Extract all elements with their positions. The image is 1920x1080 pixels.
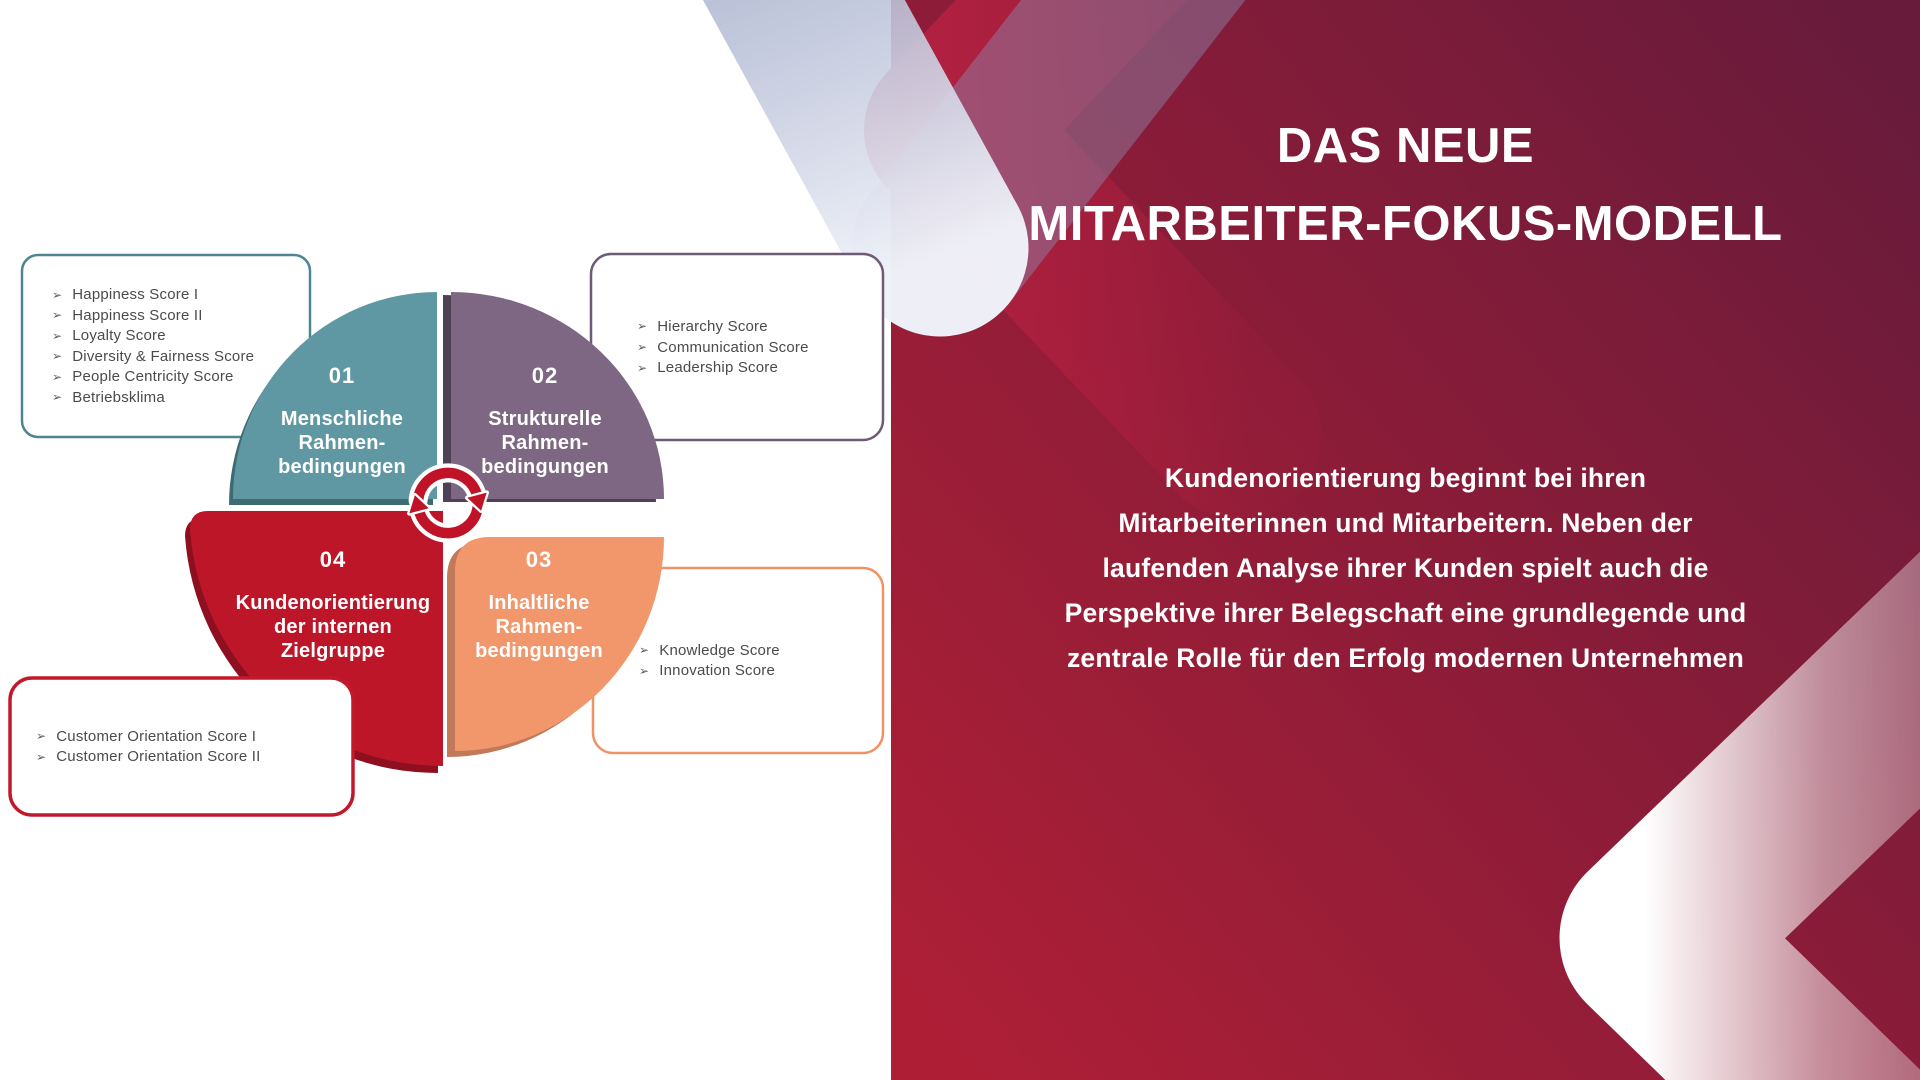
quadrant-number: 01 <box>328 363 356 388</box>
body-text-line: Kundenorientierung beginnt bei ihren <box>1164 463 1647 493</box>
quadrant-label-line: Strukturelle <box>488 408 602 430</box>
arrow-bullet-icon: ➢ <box>52 287 63 302</box>
list-item-label: Communication Score <box>657 338 809 356</box>
quadrant-number: 04 <box>319 547 347 572</box>
list-item-label: People Centricity Score <box>72 368 234 386</box>
arrow-bullet-icon: ➢ <box>52 349 63 364</box>
quadrant-02-label: 02 Strukturelle Rahmen- bedingungen <box>425 361 665 479</box>
quadrant-label-line: bedingungen <box>278 456 406 478</box>
quadrant-label-line: bedingungen <box>481 456 609 478</box>
quadrant-01-label: 01 Menschliche Rahmen- bedingungen <box>222 361 462 479</box>
slide-title: DAS NEUE MITARBEITER-FOKUS-MODELL <box>891 107 1920 263</box>
list-item: ➢ Knowledge Score <box>639 640 883 661</box>
white-chevron-decoration <box>1559 551 1920 1080</box>
list-item: ➢ Hierarchy Score <box>637 316 883 337</box>
quadrant-label-line: Menschliche <box>280 408 404 430</box>
body-text-line: laufenden Analyse ihrer Kunden spielt au… <box>1102 553 1709 583</box>
list-item: ➢ Communication Score <box>637 337 883 358</box>
quadrant-label-line: Kundenorientierung <box>235 592 431 614</box>
list-item-label: Loyalty Score <box>72 327 166 345</box>
body-text-line: Mitarbeiterinnen und Mitarbeitern. Neben… <box>1118 508 1693 538</box>
list-item-label: Betriebsklima <box>72 388 165 406</box>
list-item-label: Diversity & Fairness Score <box>72 347 255 365</box>
quadrant-label-line: der internen <box>274 616 392 638</box>
arrow-bullet-icon: ➢ <box>52 328 63 343</box>
quadrant-label-line: Inhaltliche <box>488 592 590 614</box>
arrow-bullet-icon: ➢ <box>639 643 650 658</box>
list-item: ➢ Leadership Score <box>637 357 883 378</box>
quadrant-label-line: Rahmen- <box>495 616 583 638</box>
quadrant-03-shape <box>455 537 664 751</box>
list-item: ➢ Customer Orientation Score II <box>36 747 353 768</box>
quadrant-03-label: 03 Inhaltliche Rahmen- bedingungen <box>419 545 659 663</box>
quadrant-04-label: 04 Kundenorientierung der internen Zielg… <box>203 545 463 663</box>
list-item-label: Customer Orientation Score II <box>56 748 261 766</box>
list-item: ➢ Diversity & Fairness Score <box>52 346 310 367</box>
arrow-bullet-icon: ➢ <box>637 360 648 375</box>
quadrant-04-shape <box>190 511 443 767</box>
list-item-label: Knowledge Score <box>659 641 780 659</box>
quadrant-label-line: Rahmen- <box>501 432 589 454</box>
list-item: ➢ Happiness Score II <box>52 305 310 326</box>
list-item-label: Customer Orientation Score I <box>56 727 257 745</box>
arrow-bullet-icon: ➢ <box>639 663 650 678</box>
quadrant-01-shape <box>233 292 437 499</box>
slide-body-text: Kundenorientierung beginnt bei ihren Mit… <box>916 456 1895 681</box>
body-text-line: Perspektive ihrer Belegschaft eine grund… <box>1064 598 1747 628</box>
list-item-label: Leadership Score <box>657 359 779 377</box>
list-item-label: Happiness Score I <box>72 286 199 304</box>
arrow-bullet-icon: ➢ <box>36 729 47 744</box>
quadrant-number: 02 <box>531 363 559 388</box>
arrow-bullet-icon: ➢ <box>637 340 648 354</box>
arrow-bullet-icon: ➢ <box>52 369 63 384</box>
arrow-bullet-icon: ➢ <box>36 749 47 764</box>
arrow-bullet-icon: ➢ <box>52 390 63 405</box>
quadrant-label-line: bedingungen <box>475 640 603 662</box>
body-text-line: zentrale Rolle für den Erfolg modernen U… <box>1066 643 1744 673</box>
callout-list-human: ➢ Happiness Score I ➢ Happiness Score II ➢… <box>22 255 310 437</box>
list-item: ➢ Customer Orientation Score I <box>36 726 353 747</box>
quadrant-02-shape <box>451 292 664 499</box>
arrow-bullet-icon: ➢ <box>52 308 63 323</box>
list-item-label: Hierarchy Score <box>657 317 768 335</box>
quadrant-number: 03 <box>525 547 553 572</box>
list-item: ➢ Loyalty Score <box>52 325 310 346</box>
arrow-bullet-icon: ➢ <box>637 319 648 334</box>
list-item: ➢ People Centricity Score <box>52 367 310 388</box>
list-item-label: Happiness Score II <box>72 306 203 324</box>
gray-chevron-left-arm-decoration <box>702 0 1029 337</box>
callout-list-customer: ➢ Customer Orientation Score I ➢ Customer … <box>10 678 353 815</box>
slide-title-line: MITARBEITER-FOKUS-MODELL <box>1028 197 1783 251</box>
quadrant-label-line: Rahmen- <box>298 432 386 454</box>
slide-title-line: DAS NEUE <box>1276 119 1535 173</box>
list-item: ➢ Innovation Score <box>639 661 883 682</box>
list-item: ➢ Happiness Score I <box>52 284 310 305</box>
callout-list-content: ➢ Knowledge Score ➢ Innovation Score <box>593 568 883 753</box>
list-item: ➢ Betriebsklima <box>52 387 310 408</box>
quadrant-label-line: Zielgruppe <box>280 640 386 662</box>
rotation-arrows-icon <box>407 463 489 543</box>
callout-box-customer <box>8 676 355 817</box>
list-item-label: Innovation Score <box>659 662 776 680</box>
callout-list-structural: ➢ Hierarchy Score ➢ Communication Score ➢ L… <box>591 254 883 440</box>
